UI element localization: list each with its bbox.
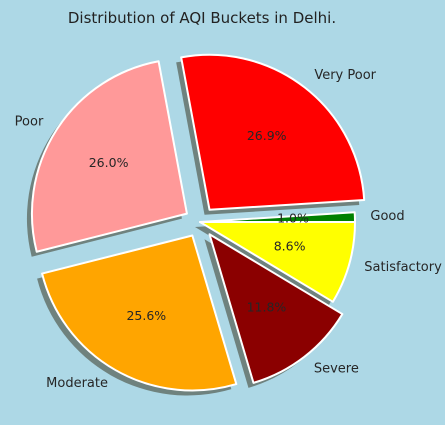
pie-slice-poor (30, 60, 188, 253)
slice-percent-moderate: 25.6% (126, 308, 166, 323)
slice-label-moderate: Moderate (46, 376, 108, 391)
slice-percent-satisfactory: 8.6% (274, 238, 306, 253)
pie-slice-moderate (41, 234, 238, 392)
chart-title: Distribution of AQI Buckets in Delhi. (68, 9, 336, 27)
slice-percent-poor: 26.0% (89, 155, 129, 170)
pie-slices (30, 53, 366, 392)
slice-label-very-poor: Very Poor (314, 68, 376, 83)
pie-labels: Good 1.0% Very Poor 26.9% Poor 26.0% Moderate 2… (15, 68, 442, 391)
pie-slice-severe (208, 233, 344, 384)
slice-label-poor: Poor (15, 114, 44, 129)
pie-slice-very-poor (180, 53, 366, 211)
slice-label-satisfactory: Satisfactory (364, 260, 442, 275)
slice-percent-good: 1.0% (277, 211, 309, 226)
slice-percent-very-poor: 26.9% (247, 128, 287, 143)
slice-label-severe: Severe (314, 362, 359, 377)
slice-percent-severe: 11.8% (247, 299, 287, 314)
pie-slice-satisfactory (199, 221, 356, 303)
slice-label-good: Good (370, 209, 404, 224)
